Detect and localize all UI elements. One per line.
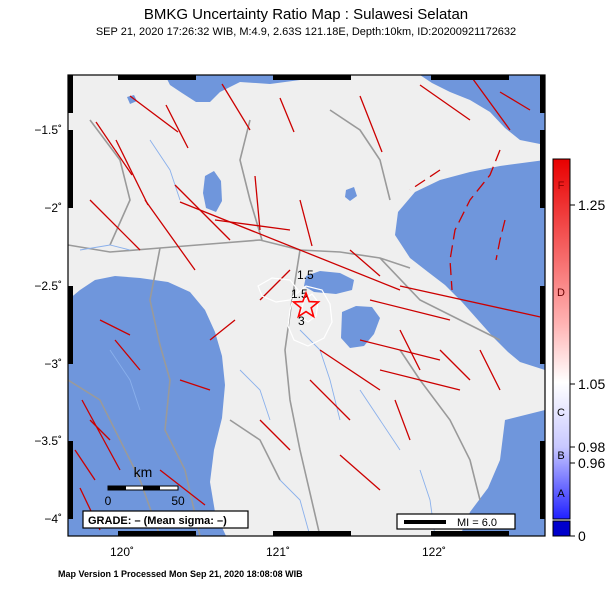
grade-letter: A	[557, 488, 565, 500]
lat-tick-label: −1.5˚	[34, 123, 62, 137]
longitude-labels: 120˚ 121˚ 122˚	[110, 545, 446, 559]
sea-northeast	[420, 75, 545, 145]
event-subtitle: SEP 21, 2020 17:26:32 WIB, M:4.9, 2.63S …	[95, 26, 517, 38]
mi-legend-text: MI = 6.0	[457, 517, 497, 529]
faults	[74, 75, 545, 531]
grade-letter: D	[557, 287, 565, 299]
epicenter-star-icon	[291, 290, 321, 319]
scale-end: 50	[171, 494, 185, 508]
map-area: 1.5 1.5 3	[68, 75, 545, 536]
colorbar-value: 1.25	[578, 197, 605, 213]
admin-borders	[68, 109, 501, 536]
lake-towuti	[341, 306, 380, 348]
lon-tick-label: 121˚	[266, 545, 290, 559]
grade-letter: B	[557, 450, 564, 462]
scale-unit: km	[134, 464, 153, 480]
contour-label: 1.5	[297, 268, 314, 282]
colorbar-value: 0.98	[578, 439, 605, 455]
colorbar-value: 0.96	[578, 455, 605, 471]
grade-letter: C	[557, 407, 565, 419]
grade-text: GRADE: – (Mean sigma: –)	[88, 515, 227, 527]
map-title: BMKG Uncertainty Ratio Map : Sulawesi Se…	[143, 6, 469, 23]
colorbar-value: 1.05	[578, 376, 605, 392]
grade-box	[82, 510, 249, 529]
lat-tick-label: −3˚	[44, 357, 62, 371]
lat-tick-label: −2˚	[44, 201, 62, 215]
grade-letter: F	[558, 180, 565, 192]
frame-ticks	[68, 75, 545, 536]
lake-small-2	[345, 187, 357, 201]
latitude-labels: −1.5˚ −2˚ −2.5˚ −3˚ −3.5˚ −4˚	[34, 123, 62, 526]
lat-tick-label: −4˚	[44, 512, 62, 526]
lat-tick-label: −2.5˚	[34, 279, 62, 293]
lake-poso	[203, 171, 222, 212]
sea-southeast	[460, 410, 545, 536]
strait-makassar	[68, 276, 226, 536]
lon-tick-label: 120˚	[110, 545, 134, 559]
bay-bone	[395, 160, 545, 370]
colorbar-value: 0	[578, 528, 586, 544]
mi-legend-line	[404, 520, 446, 524]
contour-label: 3	[298, 314, 305, 328]
colorbar-zero-swatch	[552, 520, 571, 537]
faults-dashed	[409, 149, 506, 291]
sea-north	[165, 75, 300, 102]
mi-legend-box	[396, 513, 516, 530]
scale-start: 0	[105, 494, 112, 508]
processed-footer: Map Version 1 Processed Mon Sep 21, 2020…	[58, 569, 303, 579]
lon-tick-label: 122˚	[422, 545, 446, 559]
colorbar: F D C B A 1.25 1.05 0.98 0.96 0	[552, 158, 605, 544]
scale-bar: km 0 50	[105, 464, 185, 508]
lake-small-1	[127, 95, 137, 104]
lat-tick-label: −3.5˚	[34, 434, 62, 448]
